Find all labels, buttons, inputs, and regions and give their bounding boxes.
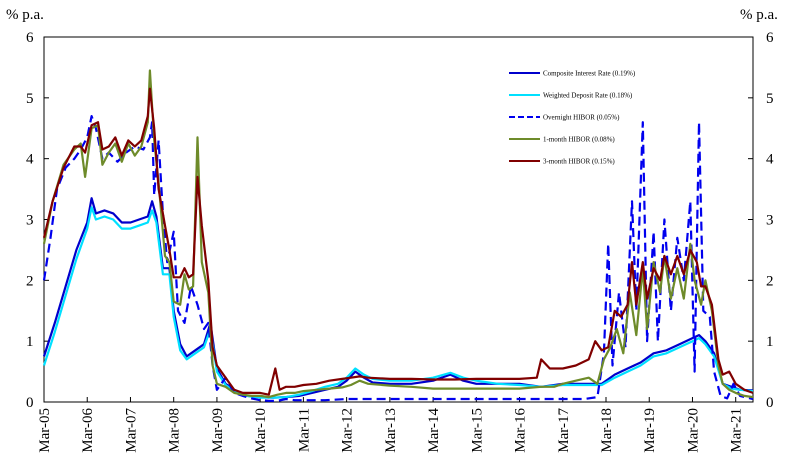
x-tick-label: Mar-05	[37, 408, 53, 453]
y-tick-label-right: 3	[766, 213, 774, 229]
x-tick-label: Mar-09	[210, 408, 226, 453]
right-unit-label: % p.a.	[740, 7, 778, 23]
x-tick-label: Mar-17	[556, 408, 572, 453]
legend-label-2: Overnight HIBOR (0.05%)	[543, 114, 620, 122]
x-tick-label: Mar-10	[253, 408, 269, 453]
y-tick-label-left: 6	[26, 30, 34, 46]
x-tick-label: Mar-21	[729, 408, 745, 453]
y-tick-label-left: 5	[26, 91, 34, 107]
legend-label-4: 3-month HIBOR (0.15%)	[543, 158, 615, 166]
x-tick-label: Mar-20	[685, 408, 701, 453]
y-tick-label-left: 0	[26, 395, 34, 411]
x-tick-label: Mar-06	[80, 408, 96, 453]
y-tick-label-right: 4	[766, 152, 774, 168]
x-tick-label: Mar-13	[383, 408, 399, 453]
series-line-0	[42, 197, 754, 399]
x-tick-label: Mar-07	[123, 408, 139, 453]
y-tick-label-left: 2	[26, 273, 34, 289]
legend-label-0: Composite Interest Rate (0.19%)	[543, 70, 636, 78]
x-tick-label: Mar-19	[642, 408, 658, 453]
y-tick-label-left: 4	[26, 152, 34, 168]
x-tick-label: Mar-14	[426, 408, 442, 453]
x-tick-label: Mar-11	[296, 408, 312, 452]
series-line-4	[42, 87, 754, 396]
x-tick-label: Mar-16	[513, 408, 529, 453]
x-tick-label: Mar-08	[167, 408, 183, 453]
y-tick-label-right: 2	[766, 273, 774, 289]
series-lines	[42, 69, 754, 402]
legend-label-3: 1-month HIBOR (0.08%)	[543, 136, 615, 144]
y-tick-label-left: 3	[26, 213, 34, 229]
y-tick-label-right: 1	[766, 334, 774, 350]
series-line-3	[42, 69, 754, 399]
y-tick-label-right: 5	[766, 91, 774, 107]
x-tick-label: Mar-18	[599, 408, 615, 453]
x-tick-label: Mar-12	[340, 408, 356, 453]
legend-label-1: Weighted Deposit Rate (0.18%)	[543, 92, 633, 100]
series-line-2	[42, 115, 754, 402]
y-tick-label-right: 6	[766, 30, 774, 46]
y-tick-label-right: 0	[766, 395, 774, 411]
legend: Composite Interest Rate (0.19%) Weighted …	[509, 70, 636, 166]
y-tick-label-left: 1	[26, 334, 34, 350]
left-unit-label: % p.a.	[6, 7, 44, 23]
axis-ticks: 0 0 1 1 2 2 3 3 4 4 5 5 6 6 Mar-05 Mar-06 Mar-07 Mar-08 Ma…	[26, 30, 774, 453]
x-tick-label: Mar-15	[469, 408, 485, 453]
